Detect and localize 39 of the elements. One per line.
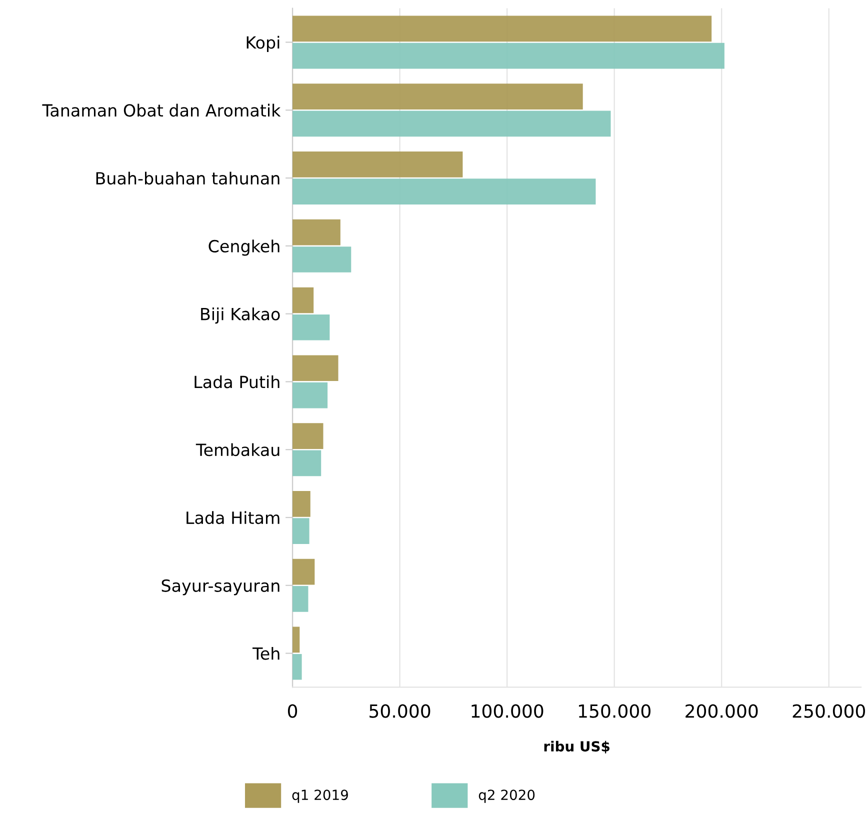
- y-tick-label: Tanaman Obat dan Aromatik: [42, 104, 281, 117]
- legend-label: q1 2019: [292, 790, 348, 803]
- y-tick-label: Lada Putih: [194, 375, 280, 388]
- y-tick-label: Tembakau: [196, 443, 280, 456]
- bar: [292, 287, 314, 314]
- x-tick-label: 250.000: [792, 704, 866, 718]
- y-tick-label: Sayur-sayuran: [162, 579, 280, 596]
- bar: [292, 491, 310, 517]
- bar: [292, 219, 340, 246]
- bar: [292, 110, 611, 137]
- x-tick-label: 100.000: [472, 704, 544, 718]
- bar: [292, 152, 463, 178]
- bar: [292, 355, 338, 382]
- y-tick-label: Kopi: [246, 36, 280, 52]
- bar: [292, 84, 583, 110]
- x-tick-label: 0: [288, 704, 298, 718]
- legend-label: q2 2020: [478, 790, 535, 803]
- bar: [292, 450, 322, 476]
- y-tick-label: Lada Hitam: [186, 511, 280, 524]
- bar: [292, 314, 330, 340]
- y-tick-label: Cengkeh: [208, 240, 280, 256]
- bar: [292, 423, 324, 449]
- bar: [292, 382, 328, 408]
- bar: [292, 626, 300, 653]
- bar: [292, 42, 724, 69]
- y-tick-label: Buah-buahan tahunan: [96, 172, 280, 185]
- bar: [292, 558, 315, 585]
- bar: [292, 518, 310, 544]
- bar: [292, 654, 302, 680]
- bar: [292, 246, 352, 272]
- y-tick-label: Biji Kakao: [201, 307, 280, 324]
- x-axis-title: ribu US$: [544, 740, 610, 754]
- bar: [292, 586, 308, 612]
- x-tick-label: 150.000: [578, 704, 650, 718]
- bar: [292, 178, 596, 205]
- x-tick-label: 50.000: [370, 704, 430, 718]
- y-tick-label: Teh: [252, 646, 280, 660]
- x-tick-label: 200.000: [686, 704, 758, 718]
- bar: [292, 16, 712, 42]
